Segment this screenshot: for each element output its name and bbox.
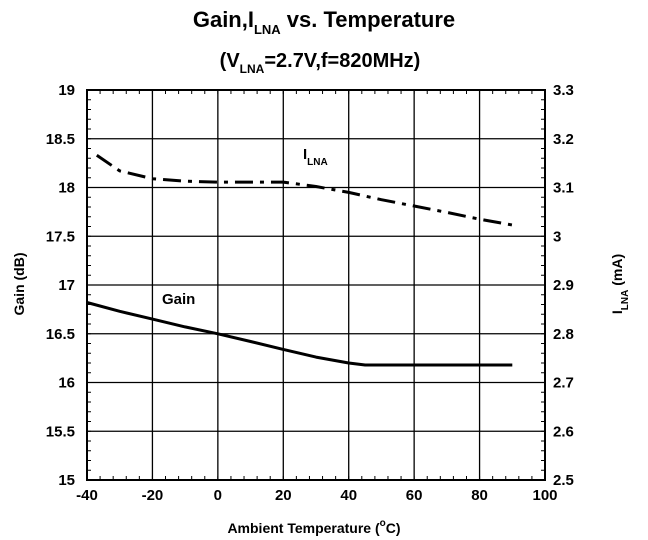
x-tick-label: 20 [275, 487, 292, 504]
chart-subtitle-sub: LNA [240, 62, 265, 76]
y-right-tick-label: 2.6 [553, 423, 574, 440]
y-right-tick-label: 3.1 [553, 180, 574, 197]
y-right-tick-label: 3.2 [553, 131, 574, 148]
y-left-tick-label: 15 [58, 472, 75, 489]
y-right-tick-label: 2.8 [553, 326, 574, 343]
y-right-axis-label-sub: LNA [620, 290, 631, 311]
x-tick-label: -40 [76, 487, 98, 504]
y-left-tick-label: 18 [58, 180, 75, 197]
x-tick-label: 100 [532, 487, 557, 504]
y-left-tick-label: 18.5 [46, 131, 75, 148]
y-left-tick-label: 16 [58, 375, 75, 392]
chart-subtitle-open: (V [220, 50, 241, 72]
chart-title-sub: LNA [254, 22, 281, 37]
x-tick-label: -20 [142, 487, 164, 504]
y-left-tick-label: 19 [58, 82, 75, 99]
series-label-ilna-sub: LNA [307, 157, 328, 168]
series-line-gain [86, 301, 513, 367]
x-tick-label: 0 [214, 487, 222, 504]
x-tick-label: 60 [406, 487, 423, 504]
y-left-tick-label: 16.5 [46, 326, 75, 343]
y-right-axis-label-end: (mA) [609, 254, 625, 290]
chart-title-main: Gain,I [193, 7, 254, 32]
series-layer [86, 154, 513, 367]
y-left-tick-label: 17.5 [46, 228, 75, 245]
x-axis-label: Ambient Temperature (oC) [227, 518, 400, 536]
y-right-tick-label: 2.5 [553, 472, 574, 489]
chart-subtitle: (VLNA=2.7V,f=820MHz) [220, 50, 421, 76]
series-label-ilna-main: I [303, 146, 307, 163]
y-right-tick-labels: 2.5 2.6 2.7 2.8 2.9 3 3.1 3.2 3.3 [553, 82, 574, 489]
y-left-tick-label: 17 [58, 277, 75, 294]
y-right-axis-label: ILNA (mA) [609, 254, 631, 314]
x-axis-label-end: C) [386, 520, 401, 536]
y-right-tick-label: 2.9 [553, 277, 574, 294]
y-left-tick-labels: 15 15.5 16 16.5 17 17.5 18 18.5 19 [46, 82, 75, 489]
y-right-tick-label: 2.7 [553, 375, 574, 392]
y-left-axis-label: Gain (dB) [11, 253, 27, 316]
grid [87, 90, 545, 480]
series-label-gain: Gain [162, 291, 195, 308]
minor-ticks [86, 89, 546, 481]
x-tick-labels: -40 -20 0 20 40 60 80 100 [76, 487, 557, 504]
y-left-tick-label: 15.5 [46, 423, 75, 440]
y-right-tick-label: 3 [553, 228, 561, 245]
y-right-tick-label: 3.3 [553, 82, 574, 99]
x-axis-label-main: Ambient Temperature ( [227, 520, 380, 536]
chart-subtitle-rest: =2.7V,f=820MHz) [264, 50, 420, 72]
y-right-axis-label-main: I [609, 310, 625, 314]
series-line-ilna [95, 154, 513, 227]
series-label-ilna: ILNA [303, 146, 328, 168]
chart-title: Gain,ILNA vs. Temperature [193, 7, 455, 37]
x-tick-label: 40 [340, 487, 357, 504]
x-tick-label: 80 [471, 487, 488, 504]
chart-title-rest: vs. Temperature [281, 7, 455, 32]
x-axis-label-sup: o [380, 518, 386, 529]
